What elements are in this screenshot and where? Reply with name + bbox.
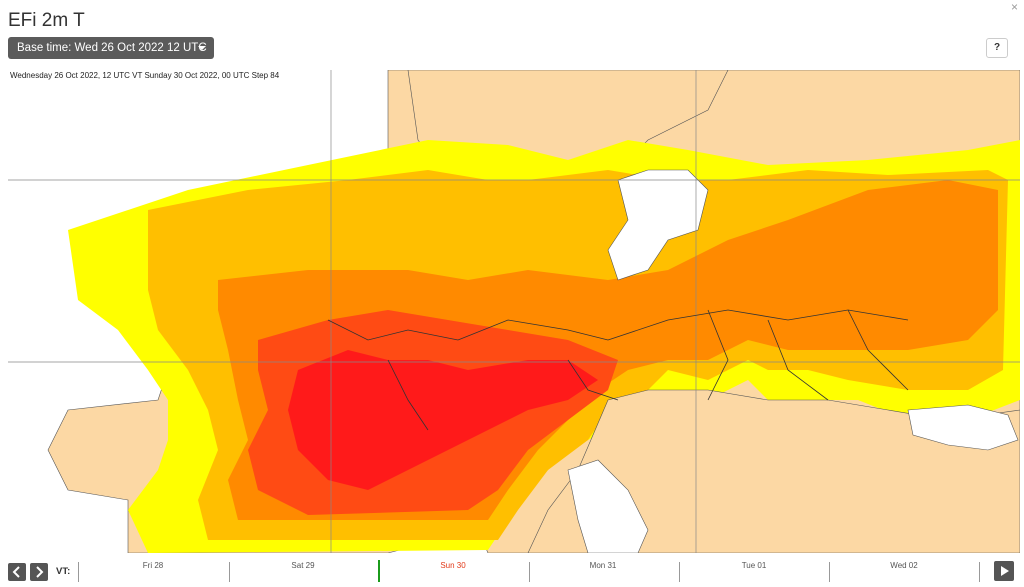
country-borders [327,309,909,431]
timeline-tick [78,562,79,582]
day-label-mon31[interactable]: Mon 31 [589,561,617,570]
next-step-button[interactable] [30,563,48,581]
day-label-tue01[interactable]: Tue 01 [741,561,767,570]
adriatic-sea [567,459,649,553]
timeline-tick [679,562,680,582]
caret-down-icon [198,46,206,50]
day-label-sun30[interactable]: Sun 30 [440,561,466,570]
base-time-label: Base time: Wed 26 Oct 2022 12 UTC [17,42,207,54]
map-panel[interactable]: Wednesday 26 Oct 2022, 12 UTC VT Sunday … [8,70,1020,553]
vt-label: VT: [56,566,71,577]
play-button[interactable] [994,561,1014,581]
efi-map-graphic [8,70,1020,553]
prev-step-button[interactable] [8,563,26,581]
timeline-tick [529,562,530,582]
map-caption: Wednesday 26 Oct 2022, 12 UTC VT Sunday … [10,71,280,80]
help-button[interactable]: ? [986,38,1008,58]
page-title: EFi 2m T [8,10,85,31]
timeline-tick [229,562,230,582]
black-sea [907,404,1019,451]
chevron-left-icon [12,566,20,578]
base-time-dropdown[interactable]: Base time: Wed 26 Oct 2022 12 UTC [8,37,214,59]
timeline-tick [979,562,980,582]
efi-red [288,350,598,490]
timeline-tick [829,562,830,582]
day-label-sat29[interactable]: Sat 29 [291,561,315,570]
day-label-wed02[interactable]: Wed 02 [890,561,918,570]
current-time-marker[interactable] [378,560,380,582]
day-label-fri28[interactable]: Fri 28 [142,561,164,570]
baltic-sea [607,169,709,281]
chevron-right-icon [36,566,44,578]
play-icon [1001,566,1009,576]
close-icon[interactable]: × [1010,0,1018,14]
timeline[interactable]: VT: Fri 28 Sat 29 Sun 30 Mon 31 Tue 01 W… [0,558,1024,587]
lat-lon-grid [8,70,1020,553]
